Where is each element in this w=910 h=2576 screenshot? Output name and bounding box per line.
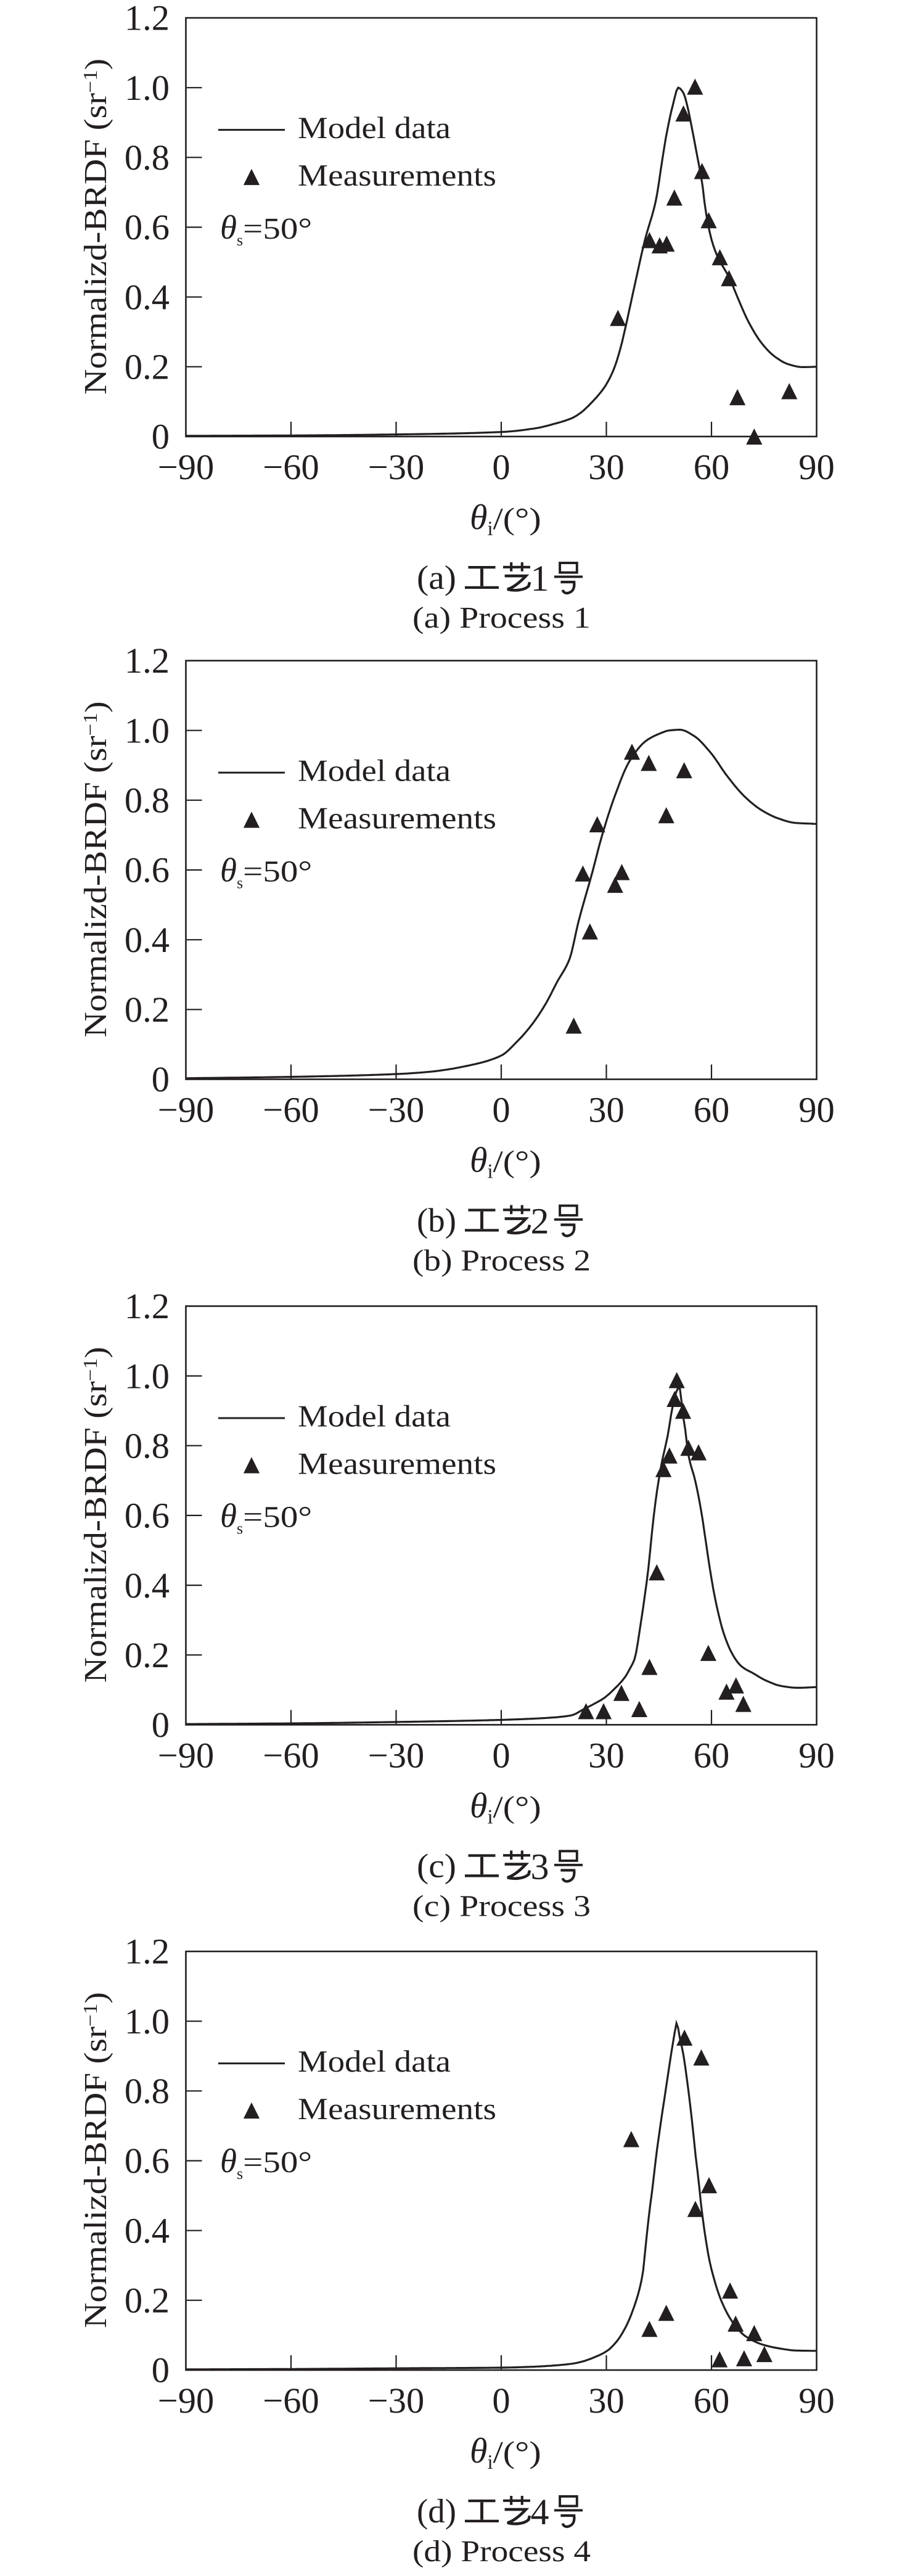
svg-text:0: 0 bbox=[492, 1735, 510, 1775]
svg-text:Normalizd-BRDF (sr−1): Normalizd-BRDF (sr−1) bbox=[78, 1992, 113, 2328]
svg-text:θs=50°: θs=50° bbox=[220, 1496, 312, 1537]
svg-text:0.6: 0.6 bbox=[125, 207, 170, 247]
svg-text:30: 30 bbox=[588, 447, 625, 487]
svg-text:3: 3 bbox=[531, 1846, 549, 1887]
svg-text:2: 2 bbox=[531, 1201, 549, 1242]
svg-text:−30: −30 bbox=[368, 2381, 425, 2421]
svg-text:−30: −30 bbox=[368, 447, 425, 487]
svg-text:Measurements: Measurements bbox=[298, 801, 496, 835]
svg-text:0.6: 0.6 bbox=[125, 850, 170, 890]
svg-text:−90: −90 bbox=[158, 447, 215, 487]
svg-text:30: 30 bbox=[588, 1735, 625, 1775]
svg-text:θi/(°): θi/(°) bbox=[470, 2430, 541, 2474]
svg-text:0.4: 0.4 bbox=[125, 1565, 170, 1606]
svg-text:0.2: 0.2 bbox=[125, 347, 170, 387]
svg-text:Measurements: Measurements bbox=[298, 1446, 496, 1480]
svg-text:Normalizd-BRDF (sr−1): Normalizd-BRDF (sr−1) bbox=[78, 702, 113, 1038]
svg-text:90: 90 bbox=[798, 1735, 835, 1775]
svg-text:(a) Process 1: (a) Process 1 bbox=[412, 601, 591, 634]
svg-text:Model data: Model data bbox=[298, 753, 451, 788]
svg-text:−60: −60 bbox=[263, 1090, 319, 1130]
svg-text:0.8: 0.8 bbox=[125, 2071, 170, 2111]
svg-text:−30: −30 bbox=[368, 1735, 425, 1775]
svg-text:30: 30 bbox=[588, 2381, 625, 2421]
svg-text:90: 90 bbox=[798, 447, 835, 487]
svg-text:(c): (c) bbox=[417, 1847, 456, 1884]
svg-text:θs=50°: θs=50° bbox=[220, 2142, 312, 2183]
svg-text:−90: −90 bbox=[158, 1090, 215, 1130]
svg-text:−30: −30 bbox=[368, 1090, 425, 1130]
svg-text:1.2: 1.2 bbox=[125, 1286, 170, 1326]
svg-text:1: 1 bbox=[531, 558, 549, 599]
svg-text:0.2: 0.2 bbox=[125, 2281, 170, 2321]
svg-text:1.2: 1.2 bbox=[125, 641, 170, 681]
svg-text:0.2: 0.2 bbox=[125, 990, 170, 1030]
svg-text:0.6: 0.6 bbox=[125, 1496, 170, 1536]
svg-text:θs=50°: θs=50° bbox=[220, 208, 312, 249]
svg-text:60: 60 bbox=[694, 1735, 730, 1775]
svg-text:0: 0 bbox=[492, 2381, 510, 2421]
svg-text:0.2: 0.2 bbox=[125, 1635, 170, 1675]
svg-text:(b): (b) bbox=[417, 1202, 456, 1239]
svg-text:4: 4 bbox=[531, 2492, 549, 2532]
svg-text:0.8: 0.8 bbox=[125, 1425, 170, 1466]
svg-text:90: 90 bbox=[798, 1090, 835, 1130]
svg-text:0.4: 0.4 bbox=[125, 2210, 170, 2250]
svg-text:1.0: 1.0 bbox=[125, 2001, 170, 2041]
svg-text:1.2: 1.2 bbox=[125, 1932, 170, 1972]
svg-text:1.0: 1.0 bbox=[125, 1356, 170, 1396]
svg-text:0: 0 bbox=[152, 417, 170, 457]
svg-text:Model data: Model data bbox=[298, 2044, 451, 2078]
svg-text:Normalizd-BRDF (sr−1): Normalizd-BRDF (sr−1) bbox=[78, 1347, 113, 1683]
svg-text:0: 0 bbox=[152, 2350, 170, 2390]
svg-text:60: 60 bbox=[694, 2381, 730, 2421]
svg-text:1.2: 1.2 bbox=[125, 0, 170, 38]
svg-text:0: 0 bbox=[152, 1059, 170, 1099]
svg-text:0.8: 0.8 bbox=[125, 781, 170, 821]
svg-text:−90: −90 bbox=[158, 1735, 215, 1775]
svg-text:(b) Process 2: (b) Process 2 bbox=[412, 1244, 591, 1278]
svg-text:θi/(°): θi/(°) bbox=[470, 1140, 541, 1183]
svg-text:(c) Process 3: (c) Process 3 bbox=[412, 1889, 591, 1922]
svg-text:θi/(°): θi/(°) bbox=[470, 497, 541, 540]
svg-text:θs=50°: θs=50° bbox=[220, 851, 312, 892]
svg-text:90: 90 bbox=[798, 2381, 835, 2421]
svg-text:Normalizd-BRDF (sr−1): Normalizd-BRDF (sr−1) bbox=[78, 59, 113, 395]
svg-text:0.4: 0.4 bbox=[125, 277, 170, 317]
svg-text:θi/(°): θi/(°) bbox=[470, 1785, 541, 1828]
svg-text:0.8: 0.8 bbox=[125, 137, 170, 178]
svg-text:0.4: 0.4 bbox=[125, 920, 170, 960]
svg-text:60: 60 bbox=[694, 447, 730, 487]
svg-text:0.6: 0.6 bbox=[125, 2141, 170, 2181]
svg-text:1.0: 1.0 bbox=[125, 68, 170, 108]
svg-text:1.0: 1.0 bbox=[125, 710, 170, 750]
svg-text:−60: −60 bbox=[263, 1735, 319, 1775]
svg-text:(d): (d) bbox=[417, 2492, 456, 2530]
svg-text:30: 30 bbox=[588, 1090, 625, 1130]
svg-text:Model data: Model data bbox=[298, 1398, 451, 1433]
svg-text:0: 0 bbox=[152, 1705, 170, 1745]
svg-text:Measurements: Measurements bbox=[298, 2091, 496, 2126]
svg-text:0: 0 bbox=[492, 447, 510, 487]
svg-text:60: 60 bbox=[694, 1090, 730, 1130]
svg-text:(a): (a) bbox=[417, 559, 456, 596]
svg-text:0: 0 bbox=[492, 1090, 510, 1130]
svg-text:−60: −60 bbox=[263, 447, 319, 487]
svg-text:(d) Process 4: (d) Process 4 bbox=[412, 2534, 591, 2568]
svg-text:Model data: Model data bbox=[298, 110, 451, 145]
svg-text:−90: −90 bbox=[158, 2381, 215, 2421]
svg-text:−60: −60 bbox=[263, 2381, 319, 2421]
svg-text:Measurements: Measurements bbox=[298, 158, 496, 192]
